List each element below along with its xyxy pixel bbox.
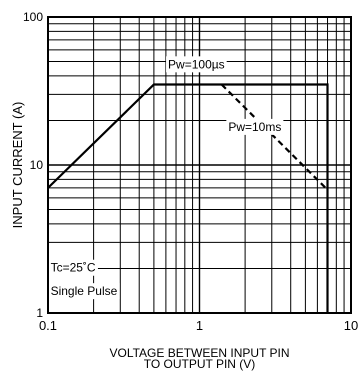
x-axis-label-line-2: TO OUTPUT PIN (V) (144, 357, 256, 371)
annotation: Pw=10ms (226, 118, 284, 135)
series-line-2 (220, 83, 327, 189)
y-tick-label: 100 (23, 10, 43, 24)
annotation: Single Pulse (48, 283, 120, 300)
y-tick-label: 1 (36, 306, 43, 320)
annotation-bg (48, 259, 98, 276)
x-tick-label: 1 (196, 318, 203, 333)
annotation-bg (226, 118, 284, 135)
annotation-text: Pw=100µs (168, 57, 225, 71)
annotation-bg (48, 283, 120, 300)
x-tick-label: 10 (344, 318, 358, 333)
x-axis-label-line-1: VOLTAGE BETWEEN INPUT PIN (109, 346, 289, 360)
annotation: Tc=25˚C (48, 259, 98, 276)
annotations: Pw=100µs Pw=10ms Tc=25˚C Single Pulse (48, 56, 284, 300)
y-axis-label: INPUT CURRENT (A) (10, 102, 25, 229)
annotation: Pw=100µs (166, 56, 227, 73)
annotation-bg (166, 56, 227, 73)
annotation-text: Single Pulse (51, 284, 118, 298)
x-tick-label: 0.1 (39, 318, 57, 333)
y-tick-label: 10 (30, 158, 44, 172)
annotation-text: Tc=25˚C (51, 261, 96, 275)
series-line-1 (47, 83, 329, 313)
annotation-text: Pw=10ms (228, 120, 281, 134)
plot-frame (47, 16, 352, 314)
series-layer (47, 83, 329, 313)
